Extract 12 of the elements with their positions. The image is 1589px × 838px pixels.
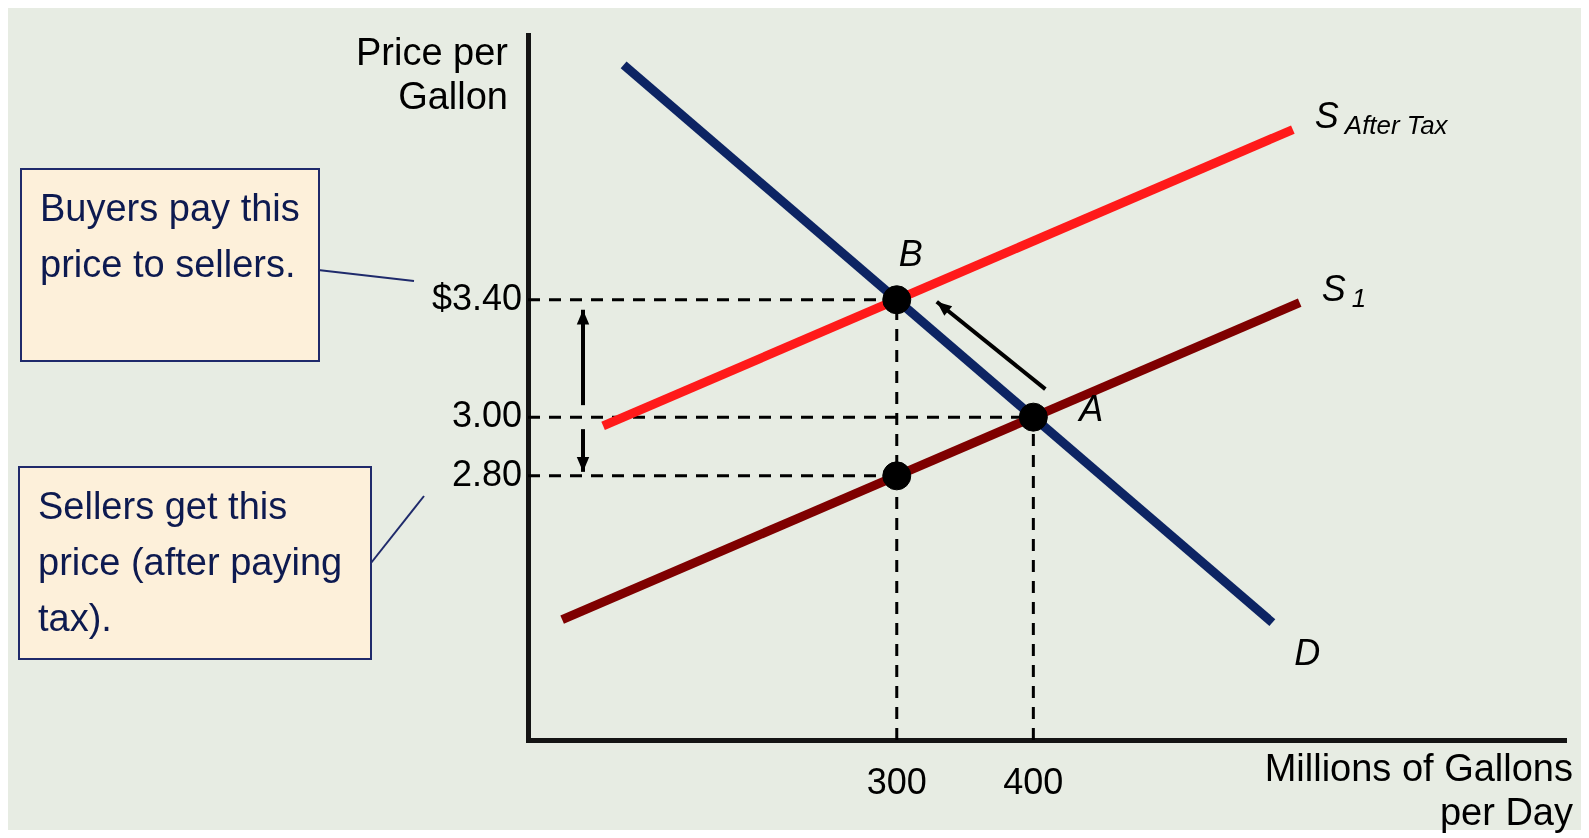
text: Buyers pay this price to sellers. [20,168,320,362]
annotation: B [898,232,923,274]
x-tick-label: 400 [1003,760,1064,802]
y-tick-label: 3.00 [451,394,522,436]
x-tick-label: 300 [866,760,927,802]
y-axis-title: Price per Gallon [354,30,508,118]
y-tick-label: 2.80 [451,452,522,494]
y-tick-label: $3.40 [431,276,522,318]
annotation: A [1077,388,1104,430]
series-label: D [1294,631,1321,673]
x-axis-title: Millions of Gallons per Day [1263,746,1573,834]
text: Sellers get this price (after paying tax). [18,466,372,660]
